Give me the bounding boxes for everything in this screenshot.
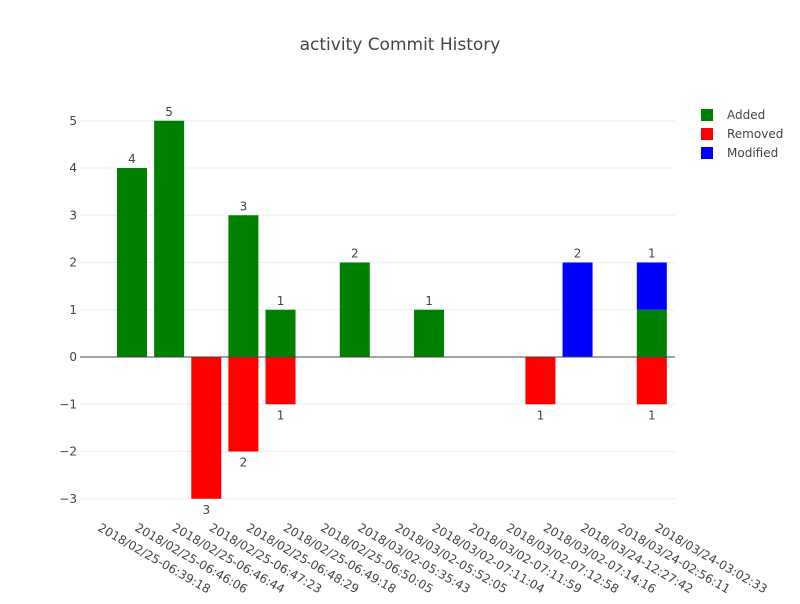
- y-tick-label: 1: [69, 303, 77, 317]
- bar-added: [265, 309, 296, 357]
- y-tick-label: 0: [69, 350, 77, 364]
- data-label: 1: [277, 294, 285, 308]
- legend-swatch-modified: [701, 147, 713, 159]
- y-tick-label: 2: [69, 256, 77, 270]
- legend-label-added: Added: [727, 108, 765, 122]
- data-label: 2: [351, 247, 359, 261]
- y-axis-ticks: −3 −2 −1 0 1 2 3 4 5: [59, 114, 77, 506]
- data-label: 3: [202, 503, 210, 517]
- bar-removed: [525, 357, 556, 405]
- bar-added: [636, 309, 667, 357]
- data-label: 1: [277, 408, 285, 422]
- bar-removed: [228, 357, 259, 452]
- data-label: 2: [574, 247, 582, 261]
- bar-added: [414, 309, 445, 357]
- bar-removed: [265, 357, 296, 405]
- legend-label-modified: Modified: [727, 146, 778, 160]
- legend-swatch-added: [701, 109, 713, 121]
- data-label: 2: [240, 456, 248, 470]
- x-axis-ticks: 2018/02/25-06:39:182018/02/25-06:46:0620…: [96, 520, 770, 596]
- data-label: 3: [240, 199, 248, 213]
- y-tick-label: −3: [59, 492, 77, 506]
- bar-modified: [636, 262, 667, 310]
- data-label: 1: [425, 294, 433, 308]
- data-label: 1: [537, 408, 545, 422]
- y-tick-label: 3: [69, 208, 77, 222]
- y-tick-label: −1: [59, 397, 77, 411]
- legend: Added Removed Modified: [701, 108, 783, 160]
- y-tick-label: 5: [69, 114, 77, 128]
- bar-added: [117, 168, 147, 357]
- legend-swatch-removed: [701, 128, 713, 140]
- data-label: 1: [648, 408, 656, 422]
- data-label: 1: [648, 247, 656, 261]
- y-tick-label: −2: [59, 445, 77, 459]
- bar-removed: [636, 357, 667, 405]
- legend-label-removed: Removed: [727, 127, 783, 141]
- bars: [117, 120, 667, 499]
- bar-added: [154, 120, 185, 357]
- chart-title: activity Commit History: [300, 35, 501, 55]
- data-label: 4: [128, 152, 136, 166]
- y-tick-label: 4: [69, 161, 77, 175]
- bar-removed: [191, 357, 222, 499]
- bar-added: [339, 262, 370, 357]
- data-labels: 4 5 3 3 2 1 1 2 1 1 2 1 1: [128, 105, 655, 517]
- bar-modified: [562, 262, 593, 357]
- data-label: 5: [165, 105, 173, 119]
- bar-added: [228, 215, 259, 357]
